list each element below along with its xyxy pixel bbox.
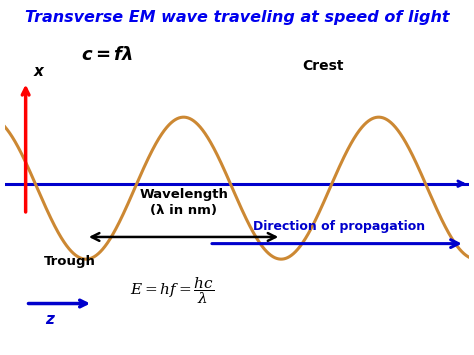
Text: Wavelength
(λ in nm): Wavelength (λ in nm) — [139, 188, 228, 217]
Text: Direction of propagation: Direction of propagation — [253, 219, 425, 233]
Text: $E = hf = \dfrac{hc}{\lambda}$: $E = hf = \dfrac{hc}{\lambda}$ — [130, 275, 214, 306]
Text: x: x — [34, 64, 44, 80]
Text: z: z — [46, 312, 55, 327]
Text: Trough: Trough — [44, 255, 96, 268]
Text: $\bfit{c = f\lambda}$: $\bfit{c = f\lambda}$ — [81, 46, 133, 64]
Text: Transverse EM wave traveling at speed of light: Transverse EM wave traveling at speed of… — [25, 10, 449, 25]
Text: Crest: Crest — [302, 59, 344, 73]
